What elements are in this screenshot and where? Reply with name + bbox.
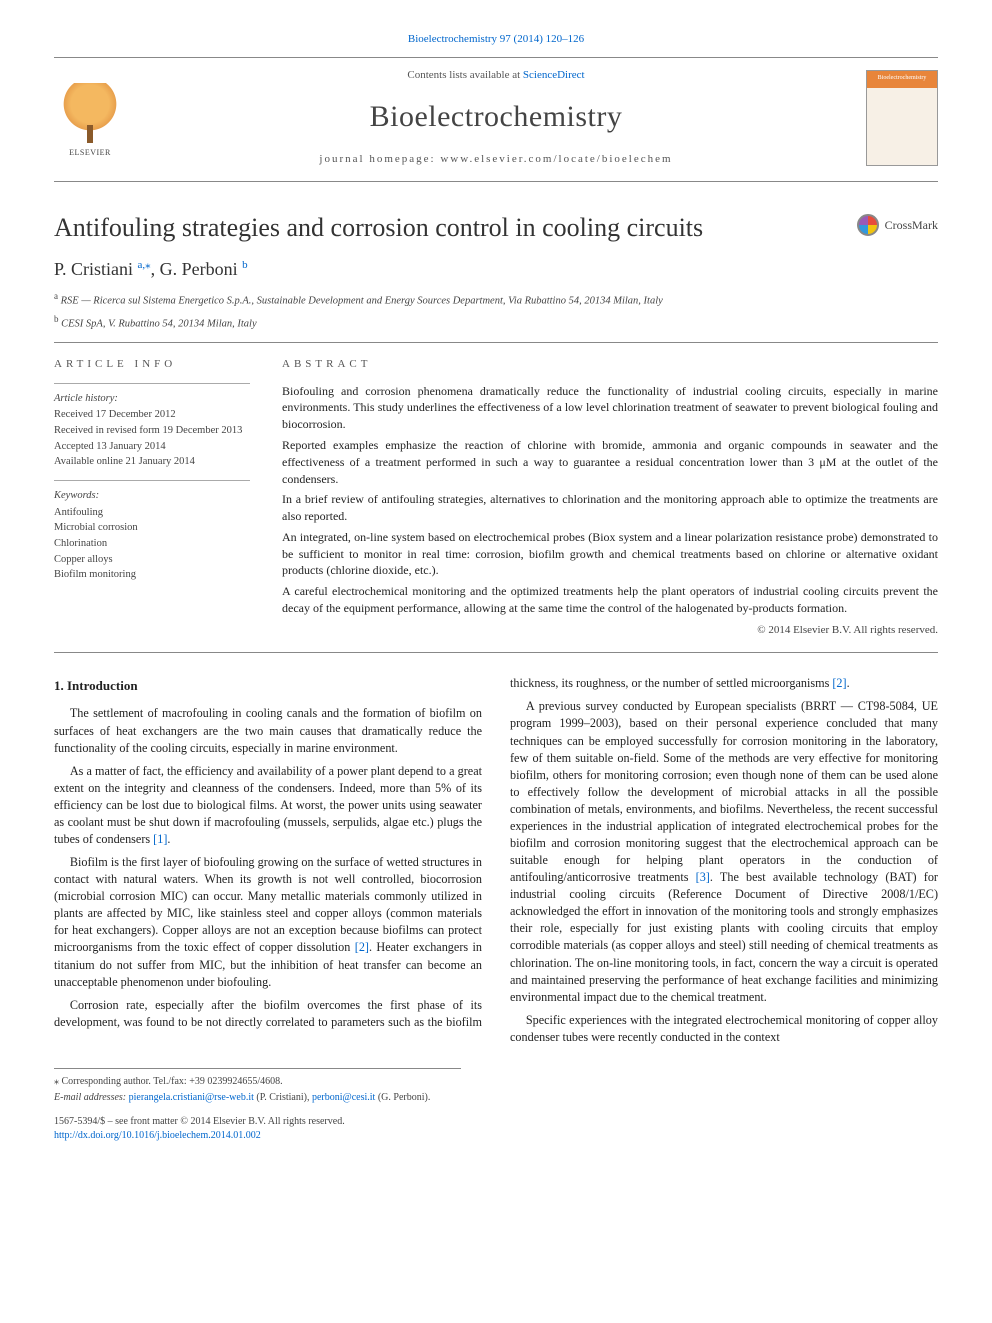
history-line-2: Accepted 13 January 2014 bbox=[54, 440, 250, 455]
corr-star-icon: ⁎ bbox=[54, 1076, 59, 1087]
body-para-5: Specific experiences with the integrated… bbox=[510, 1012, 938, 1046]
keyword-1: Microbial corrosion bbox=[54, 521, 250, 536]
title-row: Antifouling strategies and corrosion con… bbox=[54, 210, 938, 246]
keywords-block: Keywords: Antifouling Microbial corrosio… bbox=[54, 480, 250, 583]
author-2-name: G. Perboni bbox=[160, 259, 238, 279]
crossmark-badge[interactable]: CrossMark bbox=[857, 214, 938, 236]
corr-author-text: Corresponding author. Tel./fax: +39 0239… bbox=[62, 1076, 283, 1087]
affiliation-a-text: RSE — Ricerca sul Sistema Energetico S.p… bbox=[61, 295, 663, 306]
crossmark-icon bbox=[857, 214, 879, 236]
author-1-affil-mark: a bbox=[138, 259, 143, 271]
header-center: Contents lists available at ScienceDirec… bbox=[126, 68, 866, 167]
keyword-2: Chlorination bbox=[54, 537, 250, 552]
body-para-0: The settlement of macrofouling in coolin… bbox=[54, 705, 482, 756]
email-link-1[interactable]: pierangela.cristiani@rse-web.it bbox=[129, 1092, 254, 1103]
cover-mini-title: Bioelectrochemistry bbox=[867, 74, 937, 82]
corresponding-author-note: ⁎ Corresponding author. Tel./fax: +39 02… bbox=[54, 1075, 461, 1089]
author-1-name: P. Cristiani bbox=[54, 259, 133, 279]
journal-name: Bioelectrochemistry bbox=[140, 96, 852, 138]
abstract-para-3: An integrated, on-line system based on e… bbox=[282, 529, 938, 579]
article-history-label: Article history: bbox=[54, 392, 250, 407]
history-line-3: Available online 21 January 2014 bbox=[54, 455, 250, 470]
elsevier-tree-icon bbox=[63, 83, 117, 143]
article-history-block: Article history: Received 17 December 20… bbox=[54, 383, 250, 470]
body-para-1: As a matter of fact, the efficiency and … bbox=[54, 763, 482, 848]
front-matter-line: 1567-5394/$ – see front matter © 2014 El… bbox=[54, 1115, 461, 1129]
reference-link[interactable]: [2] bbox=[832, 676, 846, 690]
email-who-2: (G. Perboni). bbox=[375, 1092, 430, 1103]
journal-cover-thumbnail: Bioelectrochemistry bbox=[866, 70, 938, 166]
email-addresses-line: E-mail addresses: pierangela.cristiani@r… bbox=[54, 1091, 461, 1105]
history-line-1: Received in revised form 19 December 201… bbox=[54, 424, 250, 439]
reference-link[interactable]: [2] bbox=[355, 940, 369, 954]
keyword-0: Antifouling bbox=[54, 506, 250, 521]
article-info-heading: article info bbox=[54, 357, 250, 372]
journal-homepage-line: journal homepage: www.elsevier.com/locat… bbox=[140, 152, 852, 167]
abstract-para-4: A careful electrochemical monitoring and… bbox=[282, 583, 938, 617]
history-line-0: Received 17 December 2012 bbox=[54, 408, 250, 423]
reference-link[interactable]: [3] bbox=[696, 870, 710, 884]
publisher-logo-text: ELSEVIER bbox=[69, 147, 111, 158]
email-label: E-mail addresses: bbox=[54, 1092, 129, 1103]
abstract-para-2: In a brief review of antifouling strateg… bbox=[282, 491, 938, 525]
email-who-1: (P. Cristiani), bbox=[254, 1092, 312, 1103]
doi-link[interactable]: http://dx.doi.org/10.1016/j.bioelechem.2… bbox=[54, 1130, 261, 1141]
abstract-heading: abstract bbox=[282, 357, 938, 372]
info-abstract-row: article info Article history: Received 1… bbox=[54, 343, 938, 653]
author-2-affil-mark: b bbox=[242, 259, 248, 271]
email-link-2[interactable]: perboni@cesi.it bbox=[312, 1092, 375, 1103]
top-citation-link[interactable]: Bioelectrochemistry 97 (2014) 120–126 bbox=[408, 33, 584, 45]
front-matter-block: 1567-5394/$ – see front matter © 2014 El… bbox=[54, 1115, 461, 1143]
abstract-copyright: © 2014 Elsevier B.V. All rights reserved… bbox=[282, 623, 938, 638]
affiliation-b: b CESI SpA, V. Rubattino 54, 20134 Milan… bbox=[54, 313, 938, 332]
publisher-logo: ELSEVIER bbox=[54, 78, 126, 158]
author-separator: , bbox=[151, 259, 160, 279]
affiliation-b-text: CESI SpA, V. Rubattino 54, 20134 Milan, … bbox=[61, 318, 257, 329]
contents-available-line: Contents lists available at ScienceDirec… bbox=[140, 68, 852, 83]
contents-prefix: Contents lists available at bbox=[407, 69, 522, 81]
keyword-4: Biofilm monitoring bbox=[54, 568, 250, 583]
crossmark-label: CrossMark bbox=[885, 217, 938, 234]
body-columns: 1. Introduction The settlement of macrof… bbox=[54, 675, 938, 1046]
body-para-2: Biofilm is the first layer of biofouling… bbox=[54, 854, 482, 991]
authors-line: P. Cristiani a,⁎, G. Perboni b bbox=[54, 257, 938, 282]
top-citation: Bioelectrochemistry 97 (2014) 120–126 bbox=[54, 32, 938, 47]
body-para-4: A previous survey conducted by European … bbox=[510, 698, 938, 1005]
sciencedirect-link[interactable]: ScienceDirect bbox=[523, 69, 585, 81]
footnotes-block: ⁎ Corresponding author. Tel./fax: +39 02… bbox=[54, 1068, 461, 1143]
abstract-para-0: Biofouling and corrosion phenomena drama… bbox=[282, 383, 938, 433]
abstract-para-1: Reported examples emphasize the reaction… bbox=[282, 437, 938, 487]
affiliation-a: a RSE — Ricerca sul Sistema Energetico S… bbox=[54, 290, 938, 309]
keywords-label: Keywords: bbox=[54, 489, 250, 504]
keyword-3: Copper alloys bbox=[54, 553, 250, 568]
paper-title: Antifouling strategies and corrosion con… bbox=[54, 210, 857, 246]
journal-header: ELSEVIER Contents lists available at Sci… bbox=[54, 57, 938, 182]
article-info-column: article info Article history: Received 1… bbox=[54, 343, 264, 652]
section-heading-intro: 1. Introduction bbox=[54, 677, 482, 695]
abstract-column: abstract Biofouling and corrosion phenom… bbox=[264, 343, 938, 652]
reference-link[interactable]: [1] bbox=[153, 832, 167, 846]
